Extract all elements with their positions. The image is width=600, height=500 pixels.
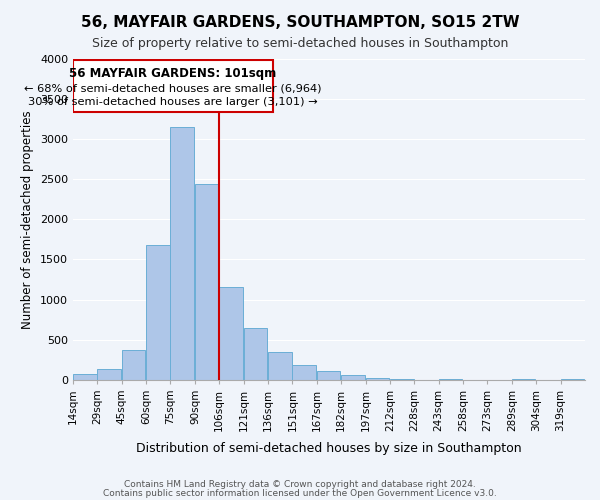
Bar	[170, 127, 194, 380]
Bar	[195, 184, 218, 380]
X-axis label: Distribution of semi-detached houses by size in Southampton: Distribution of semi-detached houses by …	[136, 442, 522, 455]
Bar	[317, 371, 340, 380]
Text: 56 MAYFAIR GARDENS: 101sqm: 56 MAYFAIR GARDENS: 101sqm	[70, 68, 277, 80]
Text: ← 68% of semi-detached houses are smaller (6,964): ← 68% of semi-detached houses are smalle…	[24, 83, 322, 93]
Bar	[73, 374, 97, 380]
Text: 56, MAYFAIR GARDENS, SOUTHAMPTON, SO15 2TW: 56, MAYFAIR GARDENS, SOUTHAMPTON, SO15 2…	[80, 15, 520, 30]
Bar	[292, 364, 316, 380]
Bar	[146, 245, 170, 380]
Y-axis label: Number of semi-detached properties: Number of semi-detached properties	[22, 110, 34, 328]
Bar	[122, 350, 145, 380]
Bar	[390, 379, 413, 380]
Bar	[365, 378, 389, 380]
Text: Contains HM Land Registry data © Crown copyright and database right 2024.: Contains HM Land Registry data © Crown c…	[124, 480, 476, 489]
Text: Size of property relative to semi-detached houses in Southampton: Size of property relative to semi-detach…	[92, 38, 508, 51]
Bar	[268, 352, 292, 380]
Bar	[341, 375, 365, 380]
Bar	[97, 370, 121, 380]
Bar	[219, 286, 243, 380]
Text: 30% of semi-detached houses are larger (3,101) →: 30% of semi-detached houses are larger (…	[28, 98, 318, 108]
FancyBboxPatch shape	[73, 60, 273, 112]
Text: Contains public sector information licensed under the Open Government Licence v3: Contains public sector information licen…	[103, 488, 497, 498]
Bar	[244, 328, 267, 380]
